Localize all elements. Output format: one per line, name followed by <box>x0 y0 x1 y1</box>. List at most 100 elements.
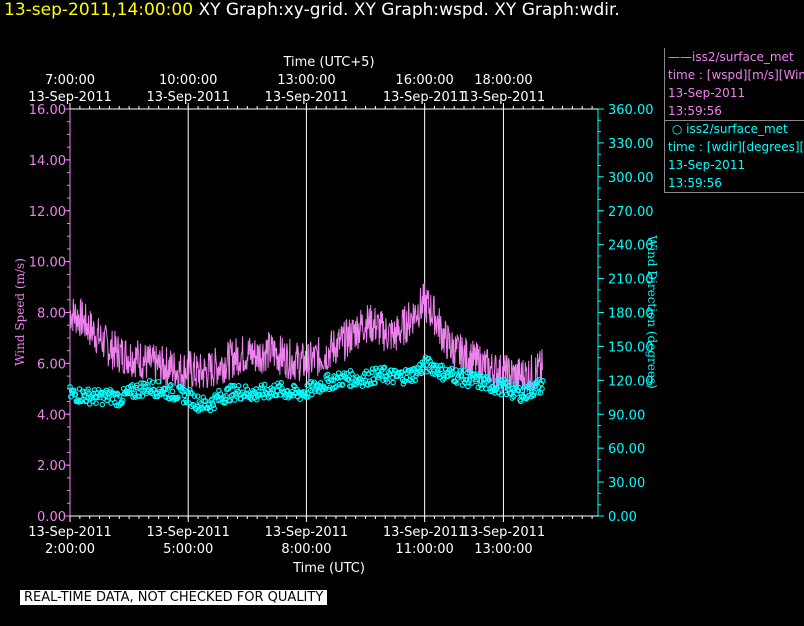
wdir-point <box>162 385 169 392</box>
right-tick-label: 270.00 <box>608 205 654 220</box>
wdir-point <box>409 378 415 385</box>
wdir-point <box>211 405 217 412</box>
top-tick-date: 13-Sep-2011 <box>383 90 467 105</box>
wdir-point <box>222 399 228 406</box>
wdir-point <box>399 369 405 376</box>
wdir-point <box>95 386 102 393</box>
wdir-point <box>380 365 387 371</box>
wdir-point <box>358 380 365 386</box>
wdir-point <box>302 389 308 395</box>
wdir-point <box>369 369 375 376</box>
wdir-point <box>150 386 157 393</box>
legend-wdir-time: 13:59:56 <box>668 176 722 190</box>
wdir-point <box>516 384 522 391</box>
legend-wspd-date: 13-Sep-2011 <box>668 86 746 100</box>
wdir-point <box>481 381 488 387</box>
wdir-point <box>223 392 229 399</box>
legend-wdir-desc: time : [wdir][degrees][W <box>668 140 804 154</box>
wdir-point <box>99 401 106 408</box>
wdir-point <box>336 381 343 388</box>
wdir-point <box>183 399 190 406</box>
wdir-point <box>506 382 512 389</box>
right-tick-label: 330.00 <box>608 137 654 152</box>
wdir-point <box>341 370 347 376</box>
left-tick-label: 16.00 <box>29 103 66 118</box>
wdir-point <box>224 385 231 391</box>
wdir-point <box>136 393 143 399</box>
top-tick-date: 13-Sep-2011 <box>265 90 349 105</box>
top-tick-time: 7:00:00 <box>45 73 95 88</box>
right-tick-label: 240.00 <box>608 239 654 254</box>
xy-graph: 0.00 2.00 4.00 6.00 8.00 10.00 12.00 14.00 16.00… <box>13 55 659 576</box>
wdir-point <box>258 382 265 388</box>
left-axis-title: Wind Speed (m/s) <box>13 258 27 366</box>
legend-wdir-name: ○ iss2/surface_met <box>668 122 788 136</box>
wdir-point <box>204 404 210 411</box>
series-wdir <box>67 354 546 414</box>
wdir-point <box>429 370 436 377</box>
wdir-point <box>83 398 90 404</box>
wdir-point <box>305 394 311 400</box>
header-datetime: 13-sep-2011,14:00:00 <box>4 0 194 20</box>
top-tick-date: 13-Sep-2011 <box>146 90 230 105</box>
left-tick-label: 8.00 <box>37 307 66 322</box>
left-tick-label: 2.00 <box>37 459 66 474</box>
bottom-tick-date: 13-Sep-2011 <box>462 525 546 540</box>
wdir-point <box>372 380 378 386</box>
bottom-tick-time: 13:00:00 <box>474 542 532 557</box>
wdir-point <box>431 362 437 368</box>
legend-wdir: ○ iss2/surface_met time : [wdir][degrees… <box>664 120 804 193</box>
right-tick-label: 120.00 <box>608 374 654 389</box>
bottom-tick-time: 2:00:00 <box>45 542 95 557</box>
wdir-point <box>279 385 285 392</box>
wdir-point <box>519 387 526 394</box>
wdir-point <box>390 379 396 386</box>
wspd-line <box>69 283 543 396</box>
wdir-point <box>278 380 284 386</box>
wdir-point <box>168 382 174 388</box>
wdir-point <box>465 383 471 390</box>
wdir-point <box>191 393 198 399</box>
wdir-point <box>485 376 492 383</box>
wdir-point <box>471 371 478 378</box>
bottom-tick-date: 13-Sep-2011 <box>146 525 230 540</box>
wdir-point <box>135 389 142 396</box>
legend-wspd-desc: time : [wspd][m/s][Wind <box>668 68 804 82</box>
wdir-point <box>526 381 533 388</box>
wdir-point <box>194 393 201 399</box>
legend-wspd: ——iss2/surface_met time : [wspd][m/s][Wi… <box>664 48 804 121</box>
wdir-point <box>530 393 537 399</box>
right-tick-label: 90.00 <box>608 408 645 423</box>
wdir-point <box>309 391 315 398</box>
series-wspd <box>69 283 543 396</box>
wdir-point <box>257 392 263 398</box>
bottom-axis: 13-Sep-2011 2:00:00 13-Sep-2011 5:00:00 13-S… <box>28 515 598 557</box>
right-tick-label: 150.00 <box>608 340 654 355</box>
wdir-point <box>473 376 480 383</box>
wdir-point <box>477 373 483 379</box>
bottom-tick-date: 13-Sep-2011 <box>383 525 467 540</box>
wdir-point <box>72 391 79 398</box>
right-tick-label: 210.00 <box>608 273 654 288</box>
legend-wdir-date: 13-Sep-2011 <box>668 158 746 172</box>
wdir-point <box>175 394 181 401</box>
top-tick-date: 13-Sep-2011 <box>28 90 112 105</box>
bottom-tick-date: 13-Sep-2011 <box>28 525 112 540</box>
wdir-point <box>507 390 514 396</box>
bottom-axis-title: Time (UTC) <box>292 561 365 576</box>
wdir-point <box>116 393 123 399</box>
wdir-point <box>535 389 541 396</box>
wdir-point <box>455 373 462 379</box>
top-tick-time: 13:00:00 <box>277 73 335 88</box>
top-axis-title: Time (UTC+5) <box>282 55 374 70</box>
wdir-point <box>120 397 126 404</box>
graph-header: 13-sep-2011,14:00:00 XY Graph:xy-grid. X… <box>4 0 620 20</box>
wdir-point <box>149 379 156 385</box>
right-tick-label: 180.00 <box>608 307 654 322</box>
wdir-point <box>418 370 425 377</box>
wdir-point <box>161 386 168 392</box>
wdir-point <box>254 396 260 403</box>
wdir-point <box>540 378 546 384</box>
wdir-point <box>384 379 391 385</box>
left-tick-label: 4.00 <box>37 408 66 423</box>
